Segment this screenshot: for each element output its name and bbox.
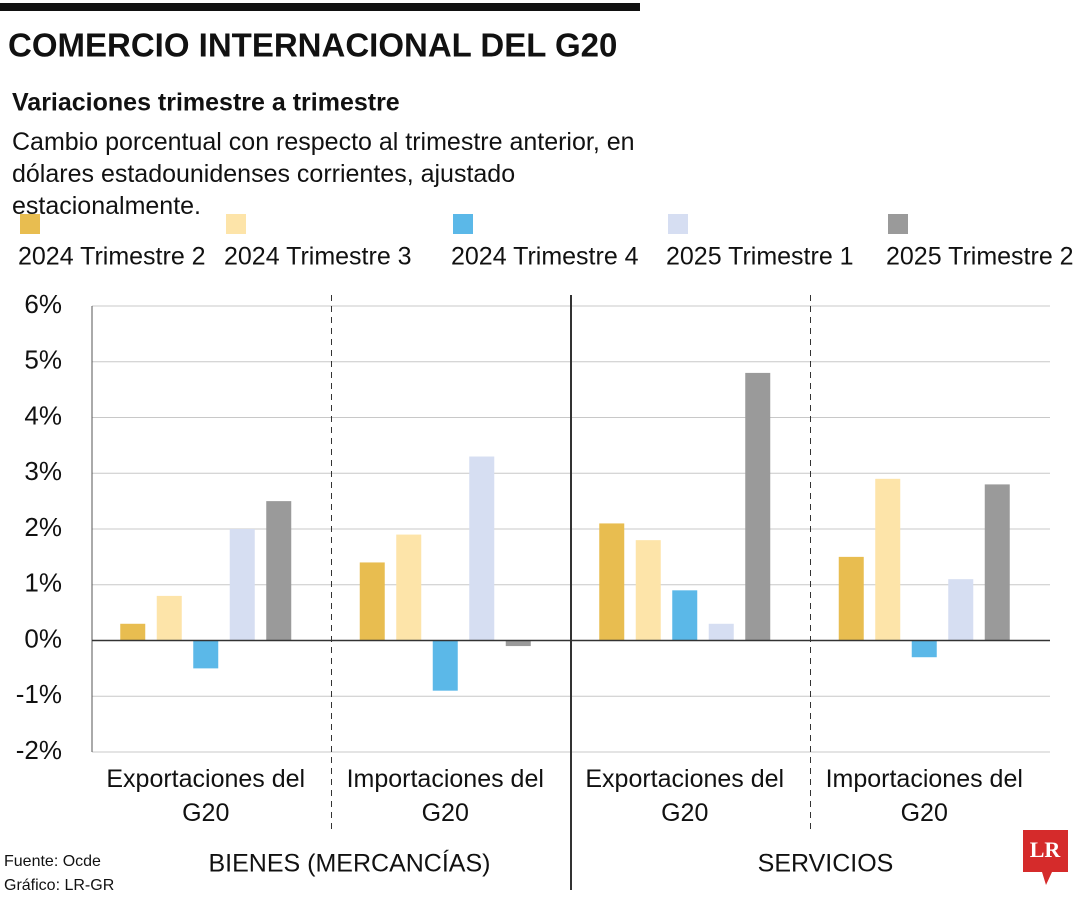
- x-tick-label: Importaciones del G20: [825, 765, 1023, 827]
- legend-label: 2024 Trimestre 3: [224, 243, 412, 271]
- chart-description: Cambio porcentual con respecto al trimes…: [12, 128, 635, 220]
- chart-subtitle: Variaciones trimestre a trimestre: [12, 89, 400, 117]
- bar: [984, 484, 1010, 641]
- bar: [193, 640, 219, 669]
- x-tick-label: Exportaciones del G20: [585, 765, 785, 827]
- y-tick-label: 2%: [24, 512, 62, 542]
- legend-label: 2024 Trimestre 2: [18, 243, 206, 271]
- bar: [266, 501, 292, 641]
- top-rule: [0, 3, 640, 11]
- section-label: BIENES (MERCANCÍAS): [209, 849, 491, 878]
- y-tick-label: 0%: [24, 623, 62, 653]
- y-tick-label: 6%: [24, 289, 62, 319]
- chart-title: COMERCIO INTERNACIONAL DEL G20: [8, 27, 617, 64]
- bar: [635, 540, 661, 641]
- bar: [875, 478, 901, 641]
- source: Fuente: Ocde: [4, 853, 101, 870]
- credit: Gráfico: LR-GR: [4, 877, 114, 894]
- y-tick-label: 1%: [24, 568, 62, 598]
- logo-box: [1023, 830, 1068, 885]
- bar: [120, 623, 146, 641]
- legend-label: 2024 Trimestre 4: [451, 243, 639, 271]
- bar: [396, 534, 422, 641]
- legend-swatch: [20, 214, 40, 234]
- bar: [708, 623, 734, 641]
- section-label: SERVICIOS: [758, 850, 894, 878]
- bar: [745, 372, 771, 641]
- legend-swatch: [888, 214, 908, 234]
- legend-swatch: [453, 214, 473, 234]
- bar: [359, 562, 385, 641]
- x-tick-label: Importaciones del G20: [346, 765, 544, 827]
- legend-swatch: [668, 214, 688, 234]
- x-tick-label: Exportaciones del G20: [106, 765, 306, 827]
- legend-swatch: [226, 214, 246, 234]
- bar: [672, 590, 698, 641]
- y-tick-label: 5%: [24, 345, 62, 375]
- bar: [599, 523, 625, 641]
- legend-label: 2025 Trimestre 1: [666, 243, 854, 271]
- y-tick-label: -2%: [16, 735, 62, 765]
- bar: [911, 640, 937, 658]
- bar: [948, 579, 974, 641]
- bar: [432, 640, 458, 691]
- bar: [156, 595, 182, 641]
- y-tick-label: -1%: [16, 679, 62, 709]
- legend-label: 2025 Trimestre 2: [886, 243, 1074, 271]
- y-tick-label: 3%: [24, 456, 62, 486]
- bar: [229, 529, 255, 641]
- y-tick-label: 4%: [24, 400, 62, 430]
- bar: [469, 456, 495, 641]
- logo: LR: [1030, 837, 1062, 862]
- bar: [505, 640, 531, 647]
- bar: [838, 556, 864, 641]
